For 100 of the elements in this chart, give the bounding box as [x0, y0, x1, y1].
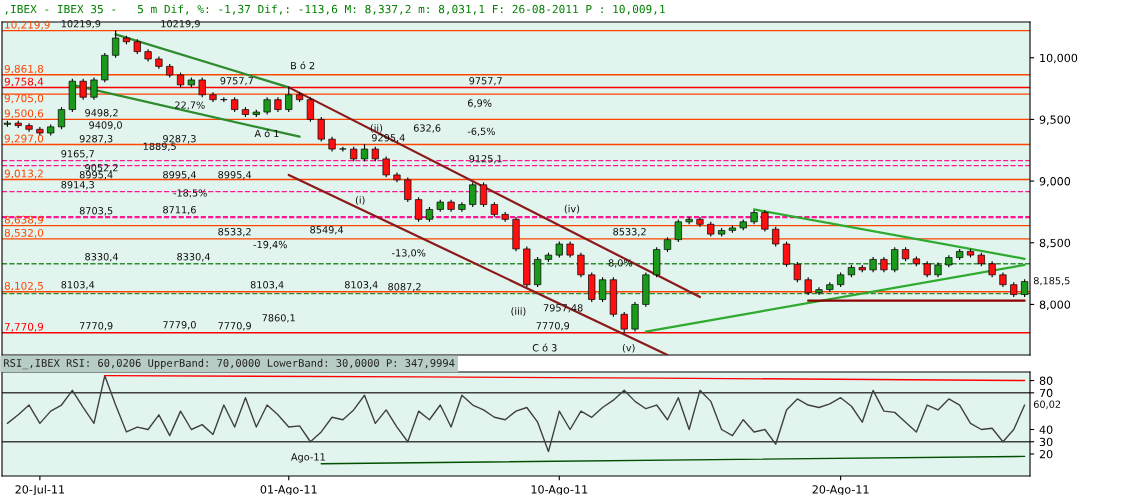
annotation: 1889,5 — [143, 142, 176, 151]
ref-line-label: 10,219,9 — [5, 20, 50, 30]
annotation: 7770,9 — [218, 322, 251, 331]
candlestick — [404, 177, 412, 203]
annotation: Ago-11 — [291, 453, 325, 463]
text: 8,185,5 — [1033, 277, 1070, 286]
annotation: 7770,9 — [536, 322, 570, 331]
candlestick — [317, 117, 325, 142]
annotation: 6,9% — [467, 99, 492, 108]
candlestick — [25, 123, 33, 132]
candlestick — [479, 182, 488, 207]
annotation: 8533,2 — [218, 228, 251, 237]
ref-line-label: 8,638,9 — [4, 215, 44, 225]
annotation: 8995,4 — [218, 171, 252, 180]
ref-line-label: 8,532,0 — [4, 228, 44, 238]
annotation: 9757,7 — [220, 77, 253, 86]
annotation: (iv) — [564, 204, 580, 214]
ref-line-label: 9,861,8 — [4, 64, 44, 74]
annotation: 8330,4 — [177, 253, 210, 262]
annotation: (i) — [355, 196, 365, 205]
annotation: 7770,9 — [79, 322, 113, 331]
candlestick — [577, 252, 585, 278]
annotation: -6,5% — [467, 127, 495, 136]
annotation: B ó 2 — [291, 61, 315, 70]
ref-line-label: 9,013,2 — [4, 169, 43, 179]
annotation: 8103,4 — [250, 281, 284, 290]
y-tick-label: 70 — [1039, 388, 1053, 398]
candlestick — [415, 197, 423, 222]
annotation: 8711,6 — [163, 206, 196, 215]
x-tick-label: 20-Jul-11 — [15, 485, 65, 495]
candlestick — [382, 156, 390, 178]
y-tick-label: 8,000 — [1039, 300, 1071, 310]
candlestick — [198, 77, 206, 98]
candlestick — [79, 78, 87, 100]
ref-line-label: 9,297,0 — [4, 134, 44, 144]
candlestick — [674, 219, 682, 243]
ref-line-label: 8,102,5 — [4, 281, 43, 291]
annotation: 9757,7 — [469, 77, 502, 86]
annotation: 7779,0 — [163, 321, 196, 330]
candlestick — [685, 216, 693, 225]
candlestick — [772, 226, 780, 247]
annotation: (iii) — [511, 307, 526, 316]
annotation: (ii) — [370, 124, 383, 133]
candlestick — [891, 247, 899, 273]
annotation: 9052,2 — [85, 164, 118, 173]
x-tick-label: 20-Ago-11 — [812, 485, 869, 495]
annotation: 9287,3 — [79, 135, 113, 144]
annotation: (v) — [622, 343, 635, 353]
annotation: 8103,4 — [344, 281, 378, 290]
ref-line-label: 9,758,4 — [4, 77, 44, 87]
annotation: 10219,9 — [61, 20, 101, 29]
annotation: 22,7% — [175, 101, 205, 110]
candlestick — [285, 87, 293, 112]
annotation: 9498,2 — [85, 109, 118, 118]
text: 60,02 — [1033, 400, 1061, 409]
y-tick-label: 9,500 — [1039, 115, 1071, 125]
candlestick — [220, 97, 228, 103]
annotation: 7860,1 — [262, 314, 295, 323]
y-tick-label: 40 — [1039, 425, 1053, 434]
candlestick — [469, 182, 477, 207]
candlestick — [793, 261, 801, 283]
candlestick — [90, 77, 98, 100]
annotation: 9287,3 — [163, 135, 196, 144]
annotation: 8703,5 — [79, 207, 113, 216]
annotation: 8330,4 — [85, 253, 119, 262]
annotation: 8995,4 — [79, 171, 113, 180]
candlestick — [306, 97, 314, 122]
y-tick-label: 9,000 — [1039, 177, 1071, 187]
y-tick-label: 30 — [1039, 437, 1053, 447]
ref-line-label: 7,770,9 — [4, 322, 44, 332]
annotation: 10219,9 — [161, 20, 200, 29]
annotation: 9409,0 — [89, 121, 122, 130]
ref-line-label: 9,500,6 — [4, 109, 44, 119]
candlestick — [761, 210, 769, 232]
x-tick-label: 10-Ago-11 — [531, 485, 588, 495]
annotation: 9165,7 — [61, 150, 94, 159]
annotation: -19,4% — [253, 240, 287, 250]
candlestick — [815, 287, 823, 296]
annotation: -13,0% — [392, 249, 426, 258]
y-tick-label: 20 — [1039, 449, 1053, 459]
annotation: 632,6 — [413, 124, 441, 133]
line-series — [6, 374, 1026, 453]
annotation: C ó 3 — [532, 343, 557, 352]
candlestick — [339, 146, 347, 152]
candlestick — [620, 311, 628, 334]
annotation: 8533,2 — [613, 228, 646, 237]
chart-title: ,IBEX - IBEX 35 - 5 m Dif, %: -1,37 Dif,: -113,6 M: 8,337,2 m: 8,031,1 F: 26-08-2011 P : 10,009,1 — [5, 4, 665, 15]
y-tick-label: 8,500 — [1039, 238, 1071, 249]
y-tick-label: 80 — [1039, 376, 1053, 385]
candlestick — [598, 277, 607, 302]
annotation: 8087,2 — [388, 283, 421, 292]
candlestick — [57, 107, 66, 130]
chart-title: RSI_,IBEX RSI: 60,0206 UpperBand: 70,0000 LowerBand: 30,0000 P: 347,9994 — [4, 358, 455, 370]
x-tick-label: 01-Ago-11 — [260, 485, 317, 495]
y-tick-label: 10,000 — [1040, 53, 1078, 64]
annotation: 8103,4 — [61, 281, 95, 290]
candlestick — [782, 241, 791, 267]
annotation: 8914,3 — [61, 181, 94, 190]
ref-line-label: 9,705,0 — [4, 94, 44, 104]
candlestick — [112, 30, 120, 58]
